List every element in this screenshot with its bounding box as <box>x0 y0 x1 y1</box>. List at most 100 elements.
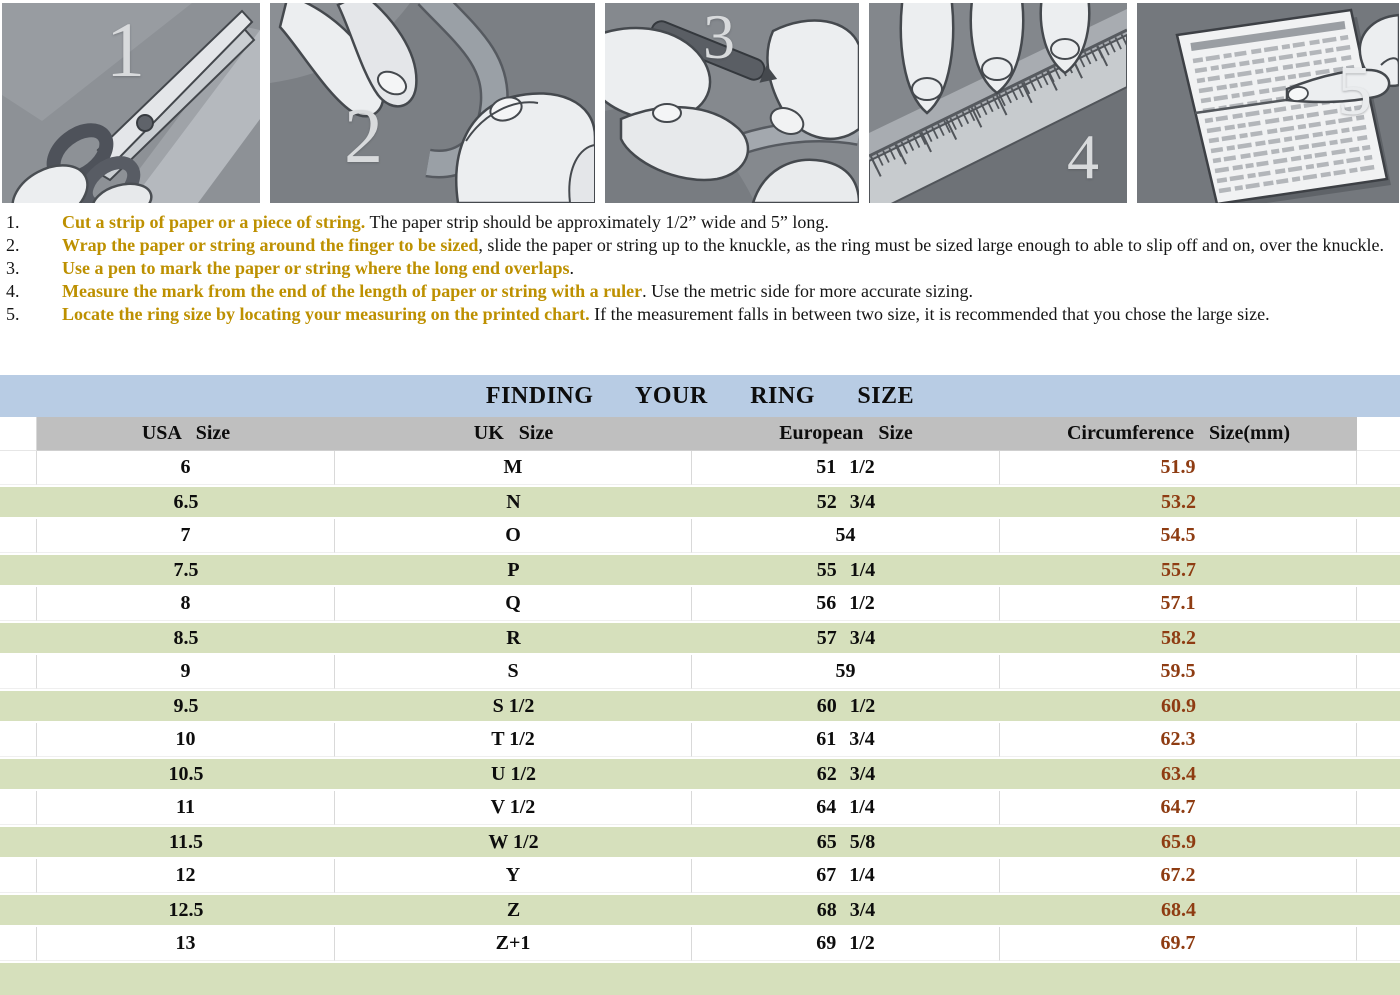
european-size-cell: 59 <box>692 655 1000 689</box>
usa-size-cell: 7 <box>37 519 335 553</box>
table-header-row: USA Size UK Size European Size Circumfer… <box>0 417 1400 451</box>
circumference-cell: 69.7 <box>1000 927 1357 961</box>
row-margin-left <box>0 791 37 825</box>
european-size-cell: 54 <box>692 519 1000 553</box>
uk-size-cell: Z+1 <box>335 927 692 961</box>
instruction-lead-bold: Cut a strip of paper or a piece of strin… <box>62 212 366 232</box>
step2-wrap-finger-panel: 2 <box>270 3 595 203</box>
european-size-cell: 64 1/4 <box>692 791 1000 825</box>
table-row: 7 O 54 54.5 <box>0 519 1400 553</box>
step-number-4: 4 <box>1067 121 1099 192</box>
bottom-green-band <box>0 961 1400 995</box>
european-size-cell: 68 3/4 <box>692 893 1000 927</box>
row-margin-right <box>1357 859 1400 893</box>
row-margin-left <box>0 621 37 655</box>
uk-size-cell: N <box>335 485 692 519</box>
circumference-cell: 68.4 <box>1000 893 1357 927</box>
instruction-item-2: 2. Wrap the paper or string around the f… <box>6 234 1390 257</box>
circumference-cell: 64.7 <box>1000 791 1357 825</box>
instruction-lead-bold: Measure the mark from the end of the len… <box>62 281 643 301</box>
usa-size-cell: 10 <box>37 723 335 757</box>
usa-size-cell: 6.5 <box>37 485 335 519</box>
instruction-item-3: 3. Use a pen to mark the paper or string… <box>6 257 1390 280</box>
instruction-item-5: 5. Locate the ring size by locating your… <box>6 303 1390 326</box>
row-margin-right <box>1357 723 1400 757</box>
european-size-cell: 60 1/2 <box>692 689 1000 723</box>
row-margin-right <box>1357 621 1400 655</box>
step-number-3: 3 <box>703 1 735 72</box>
usa-size-cell: 7.5 <box>37 553 335 587</box>
row-margin-left <box>0 519 37 553</box>
instruction-body-text: . <box>569 258 575 278</box>
uk-size-cell: R <box>335 621 692 655</box>
instruction-number: 3. <box>6 258 20 278</box>
instruction-number: 1. <box>6 212 20 232</box>
wrap-strip-around-finger-icon <box>270 3 595 203</box>
header-margin-left <box>0 417 37 451</box>
row-margin-left <box>0 451 37 485</box>
table-title-bar: FINDING YOUR RING SIZE <box>0 375 1400 417</box>
table-row: 11 V 1/2 64 1/4 64.7 <box>0 791 1400 825</box>
uk-size-cell: O <box>335 519 692 553</box>
circumference-cell: 54.5 <box>1000 519 1357 553</box>
usa-size-cell: 11.5 <box>37 825 335 859</box>
table-row: 8.5 R 57 3/4 58.2 <box>0 621 1400 655</box>
instruction-body-text: If the measurement falls in between two … <box>589 304 1270 324</box>
column-header-uk-size: UK Size <box>335 417 692 451</box>
step1-cut-strip-panel: 1 <box>2 3 260 203</box>
step-illustrations-strip: 1 2 <box>0 0 1400 205</box>
circumference-cell: 65.9 <box>1000 825 1357 859</box>
row-margin-left <box>0 757 37 791</box>
column-header-european-size: European Size <box>692 417 1000 451</box>
european-size-cell: 56 1/2 <box>692 587 1000 621</box>
row-margin-right <box>1357 587 1400 621</box>
circumference-cell: 67.2 <box>1000 859 1357 893</box>
european-size-cell: 65 5/8 <box>692 825 1000 859</box>
european-size-cell: 69 1/2 <box>692 927 1000 961</box>
step5-locate-on-chart-panel: 5 <box>1137 3 1399 203</box>
uk-size-cell: P <box>335 553 692 587</box>
instruction-lead-bold: Use a pen to mark the paper or string wh… <box>62 258 570 278</box>
uk-size-cell: V 1/2 <box>335 791 692 825</box>
instruction-number: 2. <box>6 235 20 255</box>
step4-measure-ruler-panel: 4 <box>869 3 1127 203</box>
uk-size-cell: Q <box>335 587 692 621</box>
uk-size-cell: W 1/2 <box>335 825 692 859</box>
row-margin-right <box>1357 757 1400 791</box>
usa-size-cell: 12 <box>37 859 335 893</box>
table-row: 12.5 Z 68 3/4 68.4 <box>0 893 1400 927</box>
table-row: 11.5 W 1/2 65 5/8 65.9 <box>0 825 1400 859</box>
table-row: 12 Y 67 1/4 67.2 <box>0 859 1400 893</box>
table-row: 6 M 51 1/2 51.9 <box>0 451 1400 485</box>
instruction-lead-bold: Wrap the paper or string around the fing… <box>62 235 479 255</box>
row-margin-right <box>1357 655 1400 689</box>
european-size-cell: 62 3/4 <box>692 757 1000 791</box>
usa-size-cell: 12.5 <box>37 893 335 927</box>
usa-size-cell: 9 <box>37 655 335 689</box>
instructions-list: 1. Cut a strip of paper or a piece of st… <box>0 205 1400 375</box>
usa-size-cell: 8 <box>37 587 335 621</box>
step-number-2: 2 <box>344 92 383 179</box>
usa-size-cell: 10.5 <box>37 757 335 791</box>
circumference-cell: 63.4 <box>1000 757 1357 791</box>
european-size-cell: 61 3/4 <box>692 723 1000 757</box>
header-margin-right <box>1357 417 1400 451</box>
column-header-circumference: Circumference Size(mm) <box>1000 417 1357 451</box>
row-margin-left <box>0 927 37 961</box>
table-row: 9.5 S 1/2 60 1/2 60.9 <box>0 689 1400 723</box>
row-margin-left <box>0 655 37 689</box>
row-margin-left <box>0 485 37 519</box>
usa-size-cell: 13 <box>37 927 335 961</box>
instruction-item-4: 4. Measure the mark from the end of the … <box>6 280 1390 303</box>
uk-size-cell: S <box>335 655 692 689</box>
row-margin-right <box>1357 689 1400 723</box>
row-margin-left <box>0 825 37 859</box>
usa-size-cell: 8.5 <box>37 621 335 655</box>
table-row: 7.5 P 55 1/4 55.7 <box>0 553 1400 587</box>
uk-size-cell: M <box>335 451 692 485</box>
instruction-body-text: . Use the metric side for more accurate … <box>642 281 973 301</box>
table-row: 6.5 N 52 3/4 53.2 <box>0 485 1400 519</box>
usa-size-cell: 9.5 <box>37 689 335 723</box>
european-size-cell: 52 3/4 <box>692 485 1000 519</box>
